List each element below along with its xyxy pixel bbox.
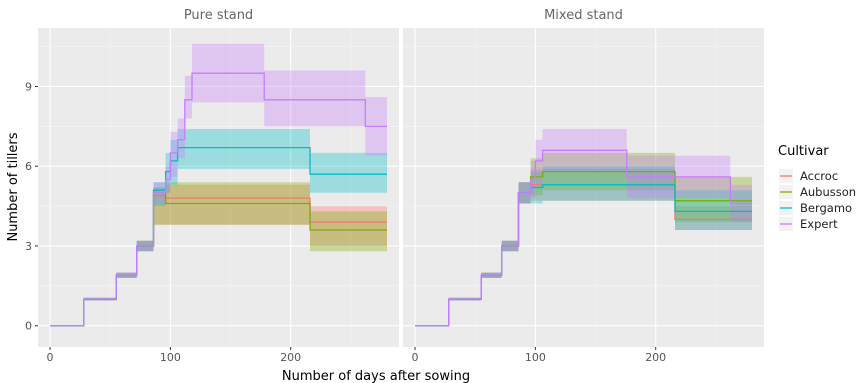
x-tick-label: 0 xyxy=(47,351,54,364)
y-axis-title: Number of tillers xyxy=(6,132,21,241)
panel-bands xyxy=(50,43,387,326)
legend-label: Accroc xyxy=(800,169,838,183)
x-tick-label: 100 xyxy=(525,351,546,364)
y-tick-label: 0 xyxy=(25,320,32,333)
x-axis-ticks: 0 100 200 xyxy=(412,347,666,364)
panel-mixed-stand: Mixed stand 0 100 200 xyxy=(403,8,764,364)
legend: Cultivar Accroc Aubusson Bergamo Expert xyxy=(778,144,856,231)
panel-grid xyxy=(403,28,764,347)
legend-items: Accroc Aubusson Bergamo Expert xyxy=(779,169,856,231)
panel-lines xyxy=(50,72,387,327)
panel-background xyxy=(403,28,764,347)
panel-grid xyxy=(38,28,399,347)
legend-title: Cultivar xyxy=(778,144,829,159)
confidence-band-expert xyxy=(415,129,752,326)
panel-bands xyxy=(415,129,752,326)
legend-label: Aubusson xyxy=(800,185,856,199)
y-tick-label: 3 xyxy=(25,240,32,253)
confidence-band-aubusson xyxy=(415,152,752,326)
y-tick-label: 9 xyxy=(25,80,32,93)
confidence-band-bergamo xyxy=(50,129,387,326)
legend-label: Expert xyxy=(800,217,838,231)
confidence-band-expert xyxy=(50,43,387,326)
legend-label: Bergamo xyxy=(800,201,852,215)
x-tick-label: 200 xyxy=(645,351,666,364)
x-axis-title: Number of days after sowing xyxy=(282,369,470,383)
series-line-expert xyxy=(50,72,387,327)
confidence-band-bergamo xyxy=(415,166,752,326)
x-axis-ticks: 0 100 200 xyxy=(47,347,301,364)
confidence-band-aubusson xyxy=(50,182,387,326)
panel-pure-stand: Pure stand 0 100 200 xyxy=(38,8,399,364)
x-tick-label: 100 xyxy=(160,351,181,364)
panel-title: Pure stand xyxy=(184,8,253,23)
x-tick-label: 200 xyxy=(280,351,301,364)
confidence-band-accroc xyxy=(415,168,752,326)
y-tick-label: 6 xyxy=(25,160,32,173)
series-line-expert xyxy=(415,149,752,327)
panel-lines xyxy=(415,149,752,327)
confidence-band-accroc xyxy=(50,184,387,326)
y-axis-ticks: 0 3 6 9 xyxy=(25,80,38,333)
panel-title: Mixed stand xyxy=(544,8,623,23)
panel-background xyxy=(38,28,399,347)
x-tick-label: 0 xyxy=(412,351,419,364)
